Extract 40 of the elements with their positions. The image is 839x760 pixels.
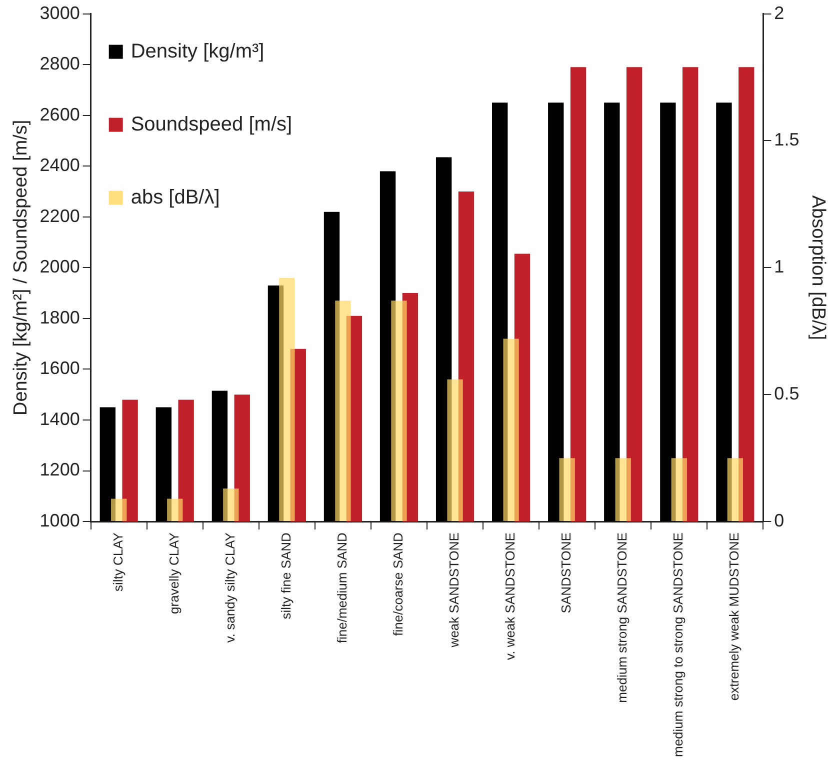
- x-tick-label: fine/medium SAND: [334, 532, 350, 644]
- y-tick-label: 1000: [40, 510, 80, 531]
- x-tick-label: v. sandy silty CLAY: [222, 532, 238, 643]
- y-tick-label: 1200: [40, 460, 80, 480]
- y2-tick-label: 1: [774, 256, 784, 277]
- y-tick-label: 2600: [40, 104, 80, 124]
- y-axis-title: Density [kg/m²] / Soundspeed [m/s]: [10, 120, 32, 416]
- bar: [111, 498, 127, 522]
- x-tick-label: medium strong to strong SANDSTONE: [670, 532, 686, 757]
- y-tick-label: 1800: [40, 307, 80, 328]
- bar: [223, 488, 239, 522]
- y-tick-label: 1600: [40, 358, 80, 378]
- legend-label: abs [dB/λ]: [130, 186, 220, 208]
- x-tick-label: fine/coarse SAND: [390, 532, 406, 636]
- x-tick-label: extremely weak MUDSTONE: [726, 532, 742, 701]
- legend-label: Soundspeed [m/s]: [130, 113, 292, 136]
- y2-tick-label: 0.5: [774, 384, 800, 404]
- bar: [167, 498, 183, 522]
- x-tick-label: medium strong SANDSTONE: [614, 532, 630, 703]
- x-tick-label: silty CLAY: [110, 532, 126, 592]
- bar: [671, 458, 687, 522]
- y-tick-label: 2000: [40, 256, 80, 277]
- legend-label: Density [kg/m³]: [130, 40, 264, 62]
- x-tick-label: v. weak SANDSTONE: [502, 532, 518, 660]
- bar: [727, 458, 744, 522]
- x-tick-label: silty fine SAND: [278, 532, 294, 620]
- y-tick-label: 2400: [40, 155, 80, 176]
- y-tick-label: 1400: [40, 408, 80, 429]
- y2-tick-label: 2: [774, 2, 784, 23]
- bar: [559, 458, 575, 522]
- y2-axis-title: Absorption [dB/λ]: [807, 195, 828, 340]
- x-tick-label: SANDSTONE: [558, 532, 574, 614]
- x-tick-label: weak SANDSTONE: [446, 532, 462, 648]
- x-tick-label: gravelly CLAY: [166, 532, 182, 614]
- bar: [615, 458, 631, 522]
- y-tick-label: 2800: [40, 54, 80, 74]
- y2-tick-label: 1.5: [774, 130, 800, 150]
- y-tick-label: 3000: [40, 2, 80, 23]
- y-tick-label: 2200: [40, 206, 80, 226]
- y2-tick-label: 0: [774, 510, 784, 531]
